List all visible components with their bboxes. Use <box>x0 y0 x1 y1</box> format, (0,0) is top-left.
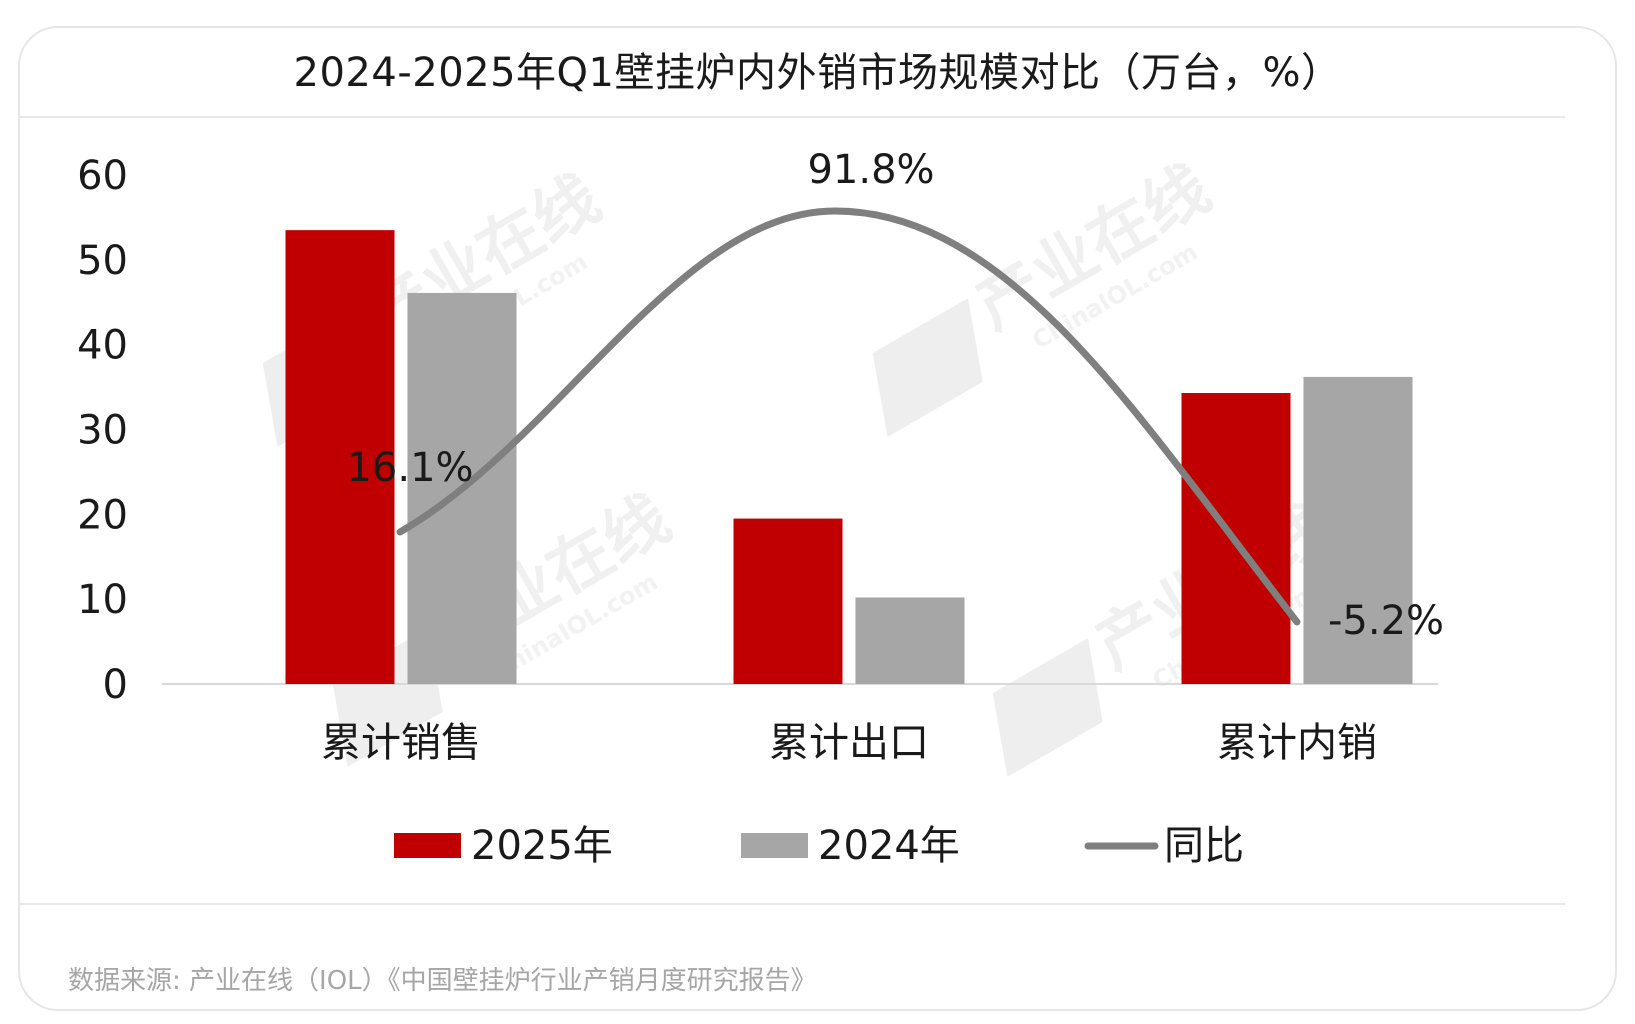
legend: 2025年 2024年 同比 <box>394 823 1244 869</box>
yoy-label-2: -5.2% <box>1328 598 1444 644</box>
legend-label-yoy: 同比 <box>1164 823 1244 869</box>
y-tick-label-0: 0 <box>103 662 128 708</box>
yoy-line <box>396 207 1301 626</box>
legend-swatch-2024 <box>741 833 808 858</box>
legend-swatch-2025 <box>394 833 461 858</box>
yoy-label-0: 16.1% <box>346 445 473 491</box>
x-tick-label-1: 累计出口 <box>769 720 929 766</box>
data-source: 数据来源: 产业在线（IOL）《中国壁挂炉行业产销月度研究报告》 <box>68 966 817 996</box>
chart-title: 2024-2025年Q1壁挂炉内外销市场规模对比（万台，%） <box>293 50 1342 96</box>
title-divider <box>20 116 1565 118</box>
y-tick-label-5: 50 <box>77 238 128 284</box>
footer-divider <box>20 903 1565 905</box>
yoy-labels: 16.1% 91.8% -5.2% <box>346 147 1444 644</box>
y-axis: 0 10 20 30 40 50 60 <box>77 153 128 708</box>
bar-2025年-累计出口 <box>733 518 843 684</box>
x-tick-label-0: 累计销售 <box>321 720 481 766</box>
y-tick-label-3: 30 <box>77 408 128 454</box>
x-axis: 累计销售 累计出口 累计内销 <box>321 720 1377 766</box>
yoy-label-1: 91.8% <box>807 147 934 193</box>
y-tick-label-6: 60 <box>77 153 128 199</box>
y-tick-label-4: 40 <box>77 323 128 369</box>
legend-label-2024: 2024年 <box>818 823 960 869</box>
bars <box>285 230 1413 684</box>
y-tick-label-2: 20 <box>77 492 128 538</box>
x-tick-label-2: 累计内销 <box>1217 720 1377 766</box>
bar-2024年-累计内销 <box>1303 376 1413 684</box>
bar-2025年-累计销售 <box>285 230 395 684</box>
legend-label-2025: 2025年 <box>471 823 613 869</box>
watermark-2: 产业在线 ChinaIOL.com <box>872 152 1222 437</box>
y-tick-label-1: 10 <box>77 577 128 623</box>
bar-2024年-累计出口 <box>855 597 965 684</box>
